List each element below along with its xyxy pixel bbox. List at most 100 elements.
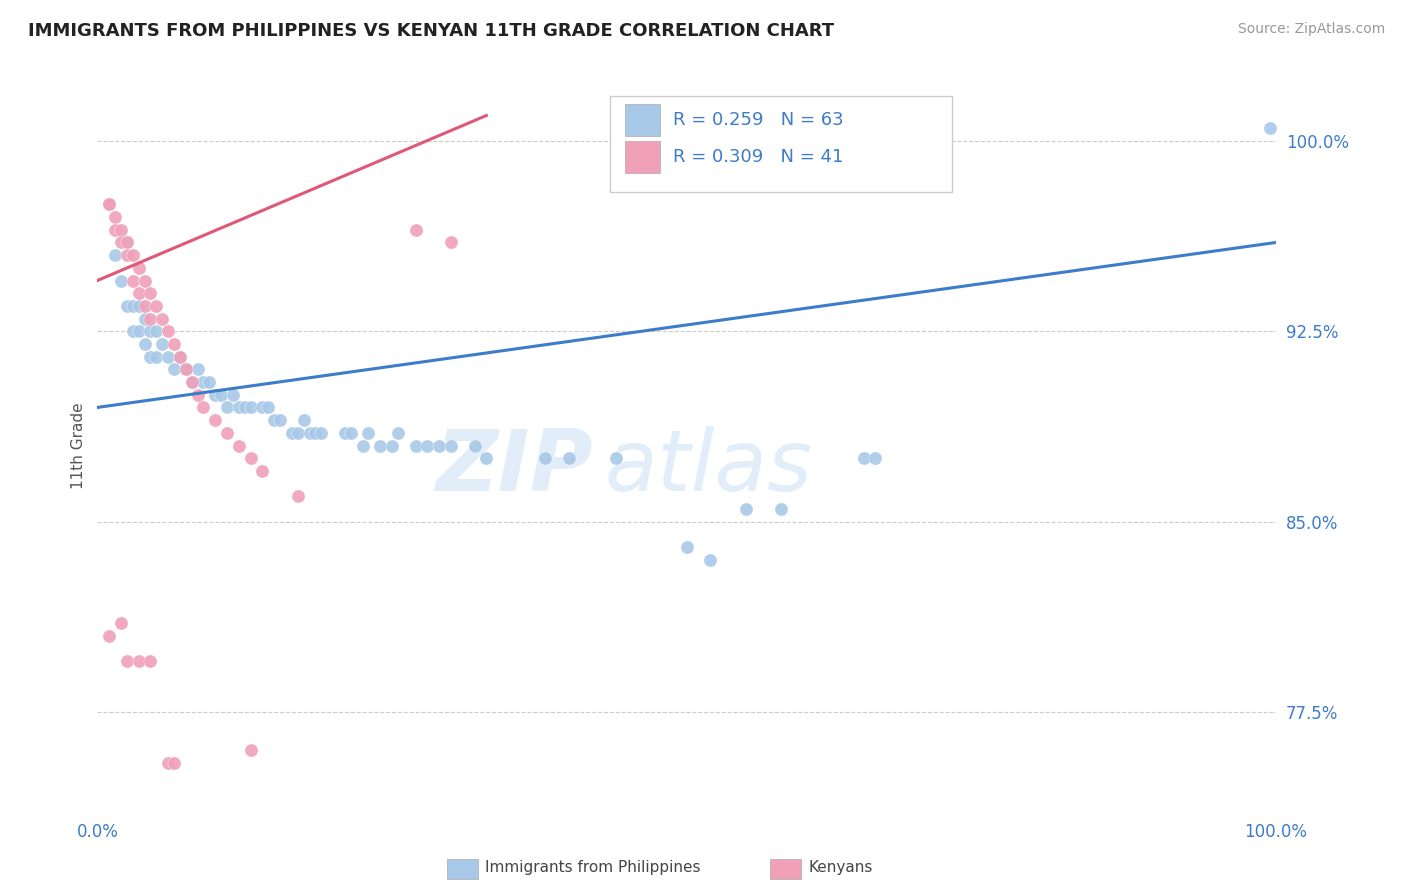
Point — [115, 235, 138, 250]
Point — [427, 438, 450, 452]
Point — [475, 451, 498, 466]
Point — [121, 299, 143, 313]
Point — [163, 362, 186, 376]
Point — [98, 629, 121, 643]
Point — [128, 260, 150, 275]
Point — [257, 401, 280, 415]
Point — [163, 337, 186, 351]
Point — [287, 489, 309, 503]
Point — [252, 401, 274, 415]
Text: atlas: atlas — [605, 426, 813, 509]
Point — [269, 413, 291, 427]
Point — [228, 438, 250, 452]
Point — [187, 362, 209, 376]
Point — [139, 350, 162, 364]
Point — [357, 425, 380, 440]
Text: Kenyans: Kenyans — [808, 861, 873, 875]
Point — [204, 413, 226, 427]
Point — [387, 425, 409, 440]
Point — [1258, 121, 1281, 136]
Point — [352, 438, 374, 452]
Text: Immigrants from Philippines: Immigrants from Philippines — [485, 861, 700, 875]
Y-axis label: 11th Grade: 11th Grade — [72, 402, 86, 489]
Point — [193, 375, 215, 389]
Point — [865, 451, 887, 466]
Point — [128, 299, 150, 313]
Point — [128, 286, 150, 301]
Point — [121, 248, 143, 262]
Text: R = 0.259   N = 63: R = 0.259 N = 63 — [672, 112, 844, 129]
Point — [298, 425, 321, 440]
Point — [233, 401, 256, 415]
Point — [368, 438, 391, 452]
Point — [198, 375, 221, 389]
Point — [699, 553, 721, 567]
Point — [134, 311, 156, 326]
Point — [204, 388, 226, 402]
Point — [852, 451, 875, 466]
Point — [115, 235, 138, 250]
Point — [104, 223, 127, 237]
Point — [222, 388, 245, 402]
Point — [169, 350, 191, 364]
FancyBboxPatch shape — [626, 141, 659, 173]
Point — [115, 248, 138, 262]
Point — [416, 438, 439, 452]
Point — [145, 324, 167, 338]
Point — [464, 438, 486, 452]
Point — [104, 248, 127, 262]
Point — [174, 362, 197, 376]
Point — [110, 616, 132, 631]
Point — [157, 350, 180, 364]
Point — [121, 324, 143, 338]
Point — [121, 273, 143, 287]
Point — [339, 425, 361, 440]
Point — [405, 223, 427, 237]
Point — [333, 425, 356, 440]
Point — [281, 425, 304, 440]
Point — [145, 299, 167, 313]
Point — [115, 654, 138, 668]
Point — [558, 451, 581, 466]
Point — [157, 756, 180, 770]
Point — [228, 401, 250, 415]
Point — [157, 324, 180, 338]
Point — [110, 273, 132, 287]
Text: R = 0.309   N = 41: R = 0.309 N = 41 — [672, 148, 844, 166]
Text: ZIP: ZIP — [434, 426, 592, 509]
Point — [239, 401, 262, 415]
FancyBboxPatch shape — [626, 104, 659, 136]
Point — [139, 654, 162, 668]
Point — [180, 375, 202, 389]
Point — [128, 324, 150, 338]
Point — [98, 197, 121, 211]
Point — [605, 451, 627, 466]
Point — [311, 425, 333, 440]
Point — [163, 756, 186, 770]
Point — [128, 654, 150, 668]
Point — [134, 337, 156, 351]
Point — [675, 540, 697, 554]
FancyBboxPatch shape — [610, 95, 952, 192]
Point — [263, 413, 285, 427]
Point — [405, 438, 427, 452]
Point — [174, 362, 197, 376]
Point — [304, 425, 326, 440]
Point — [734, 502, 756, 516]
Point — [180, 375, 202, 389]
Point — [169, 350, 191, 364]
Point — [193, 401, 215, 415]
Point — [215, 401, 238, 415]
Point — [287, 425, 309, 440]
Point — [134, 273, 156, 287]
Text: IMMIGRANTS FROM PHILIPPINES VS KENYAN 11TH GRADE CORRELATION CHART: IMMIGRANTS FROM PHILIPPINES VS KENYAN 11… — [28, 22, 834, 40]
Point — [139, 286, 162, 301]
Point — [110, 223, 132, 237]
Point — [215, 425, 238, 440]
Point — [534, 451, 557, 466]
Point — [150, 311, 173, 326]
Point — [440, 235, 463, 250]
Point — [440, 438, 463, 452]
Point — [769, 502, 792, 516]
Point — [110, 235, 132, 250]
